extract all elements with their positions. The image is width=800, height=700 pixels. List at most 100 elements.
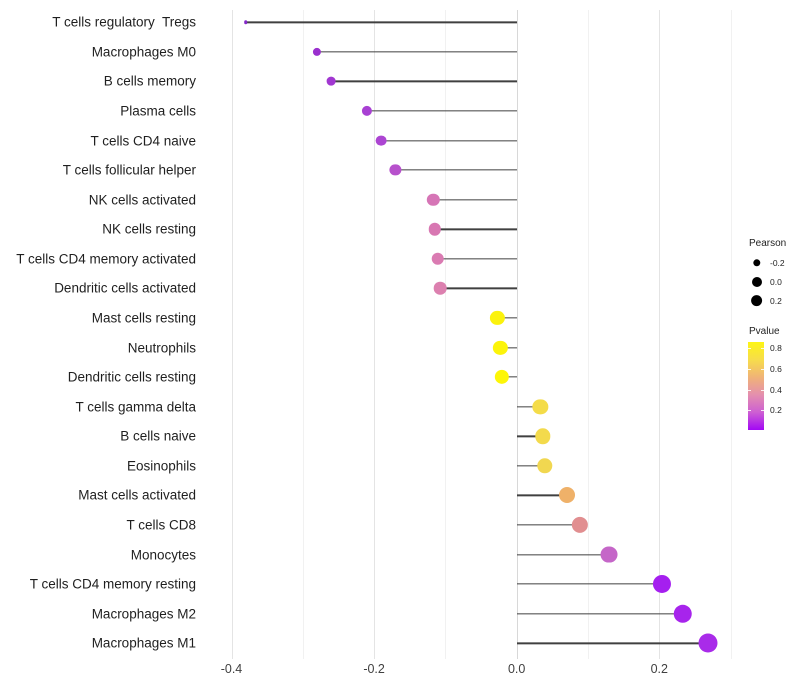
- y-axis-label: Dendritic cells resting: [67, 369, 196, 385]
- pearson-legend-dot: [752, 259, 761, 267]
- lollipop-dot: [243, 20, 248, 25]
- y-axis-label: Eosinophils: [126, 458, 196, 474]
- lollipop-dot: [431, 252, 444, 266]
- pearson-legend-label: 0.0: [770, 277, 782, 287]
- lollipop-stem: [501, 376, 517, 378]
- x-axis-tick-label: 0.0: [507, 662, 526, 676]
- lollipop-stem: [317, 51, 517, 53]
- lollipop-stem: [395, 169, 517, 171]
- x-axis-tick-label: -0.4: [220, 662, 243, 676]
- lollipop-dot: [653, 575, 672, 594]
- lollipop-stem: [497, 317, 517, 319]
- x-axis-tick-label: -0.2: [363, 662, 385, 676]
- pvalue-colorbar-tick-label: 0.4: [770, 385, 782, 395]
- lollipop-stem: [516, 494, 568, 497]
- pvalue-colorbar-tick: [761, 390, 764, 391]
- lollipop-stem: [434, 228, 517, 230]
- zero-axis-line: [516, 10, 518, 659]
- y-axis-label: T cells CD4 memory activated: [16, 251, 196, 267]
- lollipop-stem: [500, 346, 517, 349]
- y-axis-label: T cells CD8: [126, 517, 196, 533]
- lollipop-stem: [516, 465, 545, 467]
- y-axis-label: Macrophages M2: [91, 605, 196, 621]
- major-gridline: [374, 10, 376, 659]
- lollipop-stem: [381, 139, 517, 142]
- y-axis-label: B cells memory: [103, 73, 196, 89]
- minor-gridline: [730, 10, 732, 659]
- lollipop-stem: [516, 553, 610, 556]
- lollipop-stem: [366, 110, 517, 112]
- lollipop-dot: [698, 633, 718, 653]
- lollipop-dot: [535, 428, 551, 444]
- pvalue-colorbar-tick: [761, 348, 764, 349]
- pvalue-colorbar-tick: [748, 410, 751, 411]
- y-axis-label: T cells regulatory Tregs: [52, 14, 196, 30]
- y-axis-label: T cells follicular helper: [62, 162, 196, 178]
- pearson-legend-label: 0.2: [770, 295, 782, 306]
- pvalue-colorbar-tick: [748, 369, 751, 370]
- x-axis-tick-label: 0.2: [650, 662, 668, 676]
- lollipop-dot: [600, 546, 618, 564]
- y-axis-label: Macrophages M0: [91, 44, 196, 60]
- major-gridline: [231, 10, 233, 659]
- y-axis-label: Monocytes: [130, 546, 196, 562]
- lollipop-dot: [428, 223, 441, 236]
- lollipop-dot: [427, 193, 440, 206]
- y-axis-label: T cells CD4 memory resting: [29, 576, 196, 592]
- pvalue-color-legend-title: Pvalue: [749, 326, 780, 337]
- minor-gridline: [588, 10, 589, 659]
- lollipop-dot: [532, 399, 548, 415]
- lollipop-stem: [440, 287, 517, 290]
- lollipop-stem: [245, 21, 517, 23]
- lollipop-dot: [559, 487, 576, 504]
- lollipop-dot: [389, 164, 402, 176]
- y-axis-label: Neutrophils: [127, 339, 196, 355]
- pvalue-colorbar: [748, 342, 764, 430]
- lollipop-dot: [572, 516, 589, 534]
- lollipop-stem: [516, 642, 708, 644]
- lollipop-dot: [673, 604, 693, 623]
- y-axis-label: NK cells resting: [102, 221, 196, 237]
- lollipop-dot: [375, 135, 387, 146]
- lollipop-stem: [437, 258, 517, 260]
- y-axis-label: Plasma cells: [120, 103, 196, 119]
- lollipop-dot: [493, 340, 508, 355]
- minor-gridline: [302, 10, 304, 659]
- y-axis-label: Mast cells activated: [78, 487, 196, 503]
- pvalue-colorbar-tick: [761, 410, 764, 411]
- lollipop-stem: [516, 435, 544, 437]
- pvalue-colorbar-tick-label: 0.2: [770, 405, 782, 415]
- lollipop-dot: [494, 369, 509, 385]
- y-axis-label: Mast cells resting: [91, 310, 196, 326]
- lollipop-dot: [326, 77, 336, 86]
- y-axis-label: T cells gamma delta: [75, 398, 196, 414]
- y-axis-label: Macrophages M1: [91, 635, 196, 651]
- lollipop-stem: [516, 583, 663, 585]
- lollipop-dot: [536, 458, 553, 474]
- lollipop-stem: [433, 199, 517, 201]
- lollipop-dot: [490, 310, 505, 326]
- pvalue-colorbar-tick-label: 0.8: [770, 343, 782, 353]
- minor-gridline: [445, 10, 447, 659]
- lollipop-stem: [516, 613, 683, 615]
- lollipop-stem: [516, 406, 541, 408]
- pearson-legend-dot: [751, 277, 762, 287]
- lollipop-stem: [516, 524, 581, 526]
- pvalue-colorbar-tick-label: 0.6: [770, 364, 782, 374]
- pvalue-colorbar-tick: [748, 390, 751, 391]
- y-axis-label: T cells CD4 naive: [90, 132, 196, 148]
- lollipop-dot: [361, 105, 373, 117]
- pearson-legend-label: -0.2: [770, 258, 785, 268]
- y-axis-label: NK cells activated: [88, 191, 196, 207]
- pvalue-colorbar-tick: [748, 348, 751, 349]
- pvalue-colorbar-tick: [761, 369, 764, 370]
- lollipop-dot: [434, 282, 447, 295]
- pearson-size-legend-title: Pearson: [749, 238, 787, 249]
- major-gridline: [659, 10, 661, 659]
- lollipop-stem: [331, 80, 517, 83]
- pearson-legend-dot: [750, 294, 763, 307]
- lollipop-dot: [312, 47, 322, 56]
- y-axis-label: B cells naive: [120, 428, 196, 444]
- y-axis-label: Dendritic cells activated: [54, 280, 196, 296]
